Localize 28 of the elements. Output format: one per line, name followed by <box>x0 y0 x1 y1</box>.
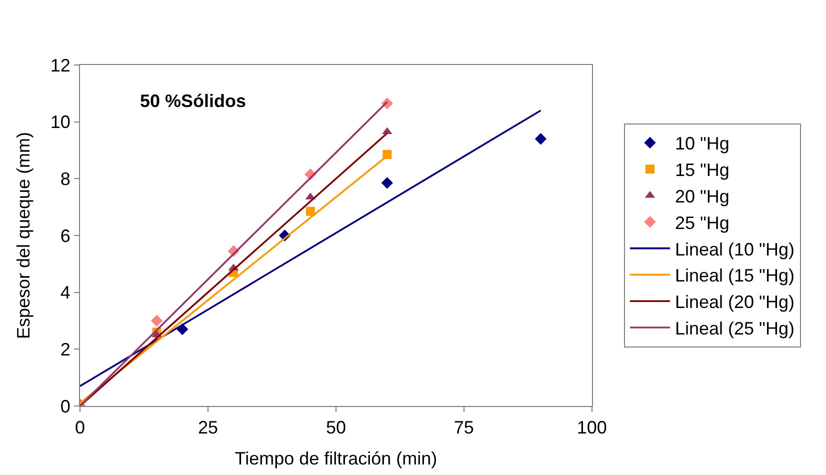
legend-label: Lineal (20 "Hg) <box>675 292 794 312</box>
annotation: 50 %Sólidos <box>140 91 246 111</box>
legend-label: Lineal (10 "Hg) <box>675 239 794 260</box>
x-tick-label: 100 <box>576 418 607 438</box>
y-tick-label: 8 <box>60 168 70 189</box>
y-axis-title: Espesor del queque (mm) <box>14 132 34 340</box>
point <box>306 206 315 216</box>
y-tick-label: 6 <box>60 226 70 246</box>
legend-label: 10 "Hg <box>675 134 730 154</box>
legend-label: 15 "Hg <box>675 160 730 180</box>
point <box>381 177 393 189</box>
point <box>150 314 163 327</box>
y-tick-label: 12 <box>50 55 70 76</box>
y-tick-label: 4 <box>60 282 70 303</box>
y-tick-label: 0 <box>60 396 70 416</box>
legend-label: 25 "Hg <box>675 212 730 233</box>
x-tick-label: 50 <box>326 418 346 438</box>
point <box>382 150 392 160</box>
legend-label: 20 "Hg <box>675 186 730 207</box>
legend-label: Lineal (25 "Hg) <box>675 318 794 339</box>
y-tick-label: 10 <box>50 112 70 132</box>
x-tick-label: 0 <box>74 418 86 438</box>
point <box>534 133 547 145</box>
legend-label: Lineal (15 "Hg) <box>675 266 794 286</box>
x-tick-label: 75 <box>454 418 474 438</box>
x-axis-title: Tiempo de filtración (min) <box>234 448 438 469</box>
x-tick-label: 25 <box>198 418 218 438</box>
y-tick-label: 2 <box>60 339 70 360</box>
